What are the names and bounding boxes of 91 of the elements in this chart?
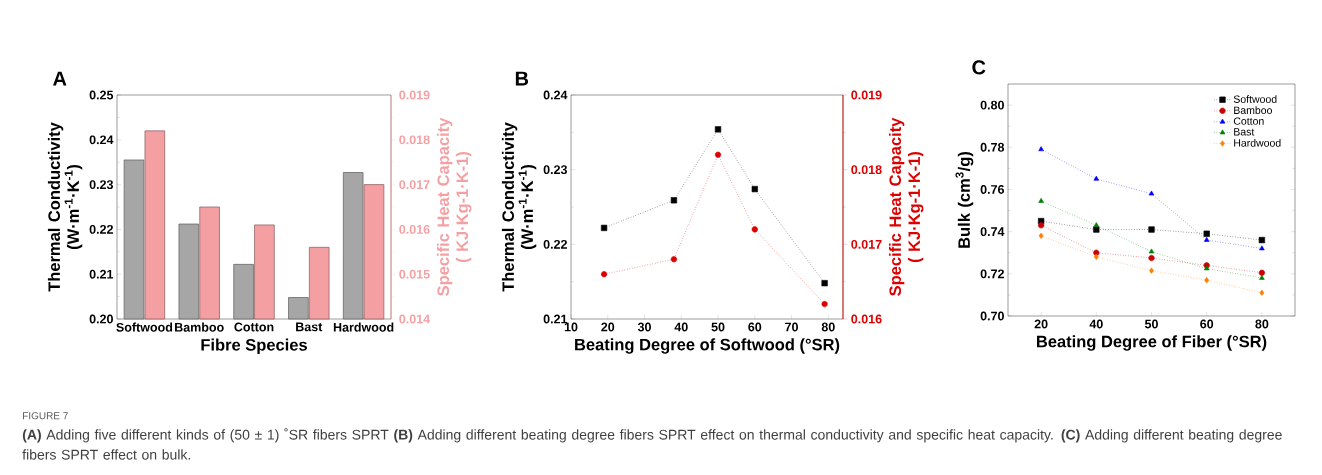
point: [1203, 230, 1210, 237]
chart-title: A: [53, 71, 67, 86]
point: [821, 300, 828, 308]
point: [1038, 222, 1045, 229]
point: [1148, 226, 1155, 233]
point: [751, 226, 758, 233]
point: [714, 151, 722, 158]
y-tick-label: 0.24: [89, 135, 114, 145]
point: [1038, 146, 1044, 152]
point: [1149, 267, 1154, 274]
y2-axis-title: Specific Heat Capacity ( KJ·Kg-1·K-1): [888, 117, 924, 296]
point: [821, 280, 828, 287]
y-tick-label: 0.72: [980, 269, 1004, 279]
point: [1038, 197, 1044, 203]
y-tick-label: 0.23: [543, 165, 568, 175]
point: [751, 185, 758, 193]
y-tick-label: 0.80: [980, 100, 1004, 110]
point: [1148, 190, 1155, 196]
y-tick-label: 0.70: [980, 311, 1004, 321]
y-tick-label: 0.76: [980, 185, 1005, 194]
point: [1259, 289, 1265, 296]
legend-label: Bast: [1234, 128, 1255, 136]
point: [1259, 245, 1265, 251]
y-tick-label: 0.22: [89, 224, 113, 234]
y-tick-label: 0.22: [543, 239, 567, 249]
x-tick-label: 30: [637, 322, 651, 332]
x-tick-label: Cotton: [234, 322, 274, 332]
x-tick-label: 20: [601, 322, 615, 332]
x-axis-title: Beating Degree of Fiber (°SR): [1037, 335, 1267, 351]
point: [1258, 269, 1265, 276]
x-axis-title: Fibre Species: [201, 338, 307, 354]
point: [1093, 222, 1100, 228]
legend-label: Softwood: [1233, 95, 1277, 103]
y-tick-label: 0.21: [89, 269, 114, 279]
x-axis-title: Beating Degree of Softwood (°SR): [575, 338, 840, 354]
x-tick-label: 40: [1089, 319, 1103, 329]
y2-tick-label: 0.016: [851, 314, 882, 324]
x-tick-label: 40: [674, 322, 688, 332]
legend-label: Hardwood: [1234, 138, 1281, 147]
y2-tick-label: 0.017: [399, 180, 430, 190]
point: [1203, 236, 1210, 242]
point: [600, 224, 608, 232]
x-tick-label: 10: [564, 322, 578, 332]
x-tick-label: 50: [1144, 319, 1158, 329]
x-tick-label: Softwood: [116, 322, 173, 332]
y2-tick-label: 0.018: [851, 165, 882, 175]
point: [1093, 175, 1100, 181]
y-tick-label: 0.23: [89, 180, 114, 190]
y2-tick-label: 0.019: [851, 90, 882, 100]
y-tick-label: 0.24: [543, 90, 568, 100]
y2-tick-label: 0.019: [399, 90, 430, 100]
y-tick-label: 0.21: [543, 314, 568, 324]
x-tick-label: Bast: [296, 322, 323, 332]
y-tick-label: 0.74: [980, 227, 1005, 237]
y-tick-label: 0.25: [89, 90, 114, 100]
point: [670, 256, 678, 263]
chart-title: B: [515, 71, 529, 86]
x-tick-label: 80: [1255, 319, 1269, 329]
y-axis-title: Bulk (cm$^{3}$/g): [955, 151, 974, 248]
x-tick-label: 60: [748, 322, 762, 332]
y2-tick-label: 0.015: [399, 269, 430, 279]
x-tick-label: Hardwood: [333, 322, 394, 332]
x-tick-label: 70: [785, 322, 798, 332]
point: [1204, 277, 1210, 284]
x-tick-label: 80: [821, 322, 835, 332]
point: [1038, 232, 1044, 239]
point: [1093, 226, 1100, 233]
point: [714, 126, 722, 133]
y2-tick-label: 0.016: [399, 224, 430, 234]
y2-tick-label: 0.018: [399, 135, 430, 145]
x-tick-label: 20: [1034, 319, 1048, 329]
legend-label: Cotton: [1233, 117, 1264, 125]
y-tick-label: 0.78: [980, 142, 1005, 152]
point: [1093, 253, 1099, 261]
point: [1148, 248, 1155, 254]
point: [1148, 254, 1155, 262]
y-tick-label: 0.20: [89, 314, 113, 324]
x-tick-label: 50: [711, 322, 725, 332]
point: [670, 197, 678, 204]
point: [1259, 274, 1265, 280]
y2-axis-title: Specific Heat Capacity ( KJ·Kg-1·K-1): [436, 117, 472, 296]
legend-label: Bamboo: [1234, 106, 1272, 114]
chart-title: C: [972, 60, 986, 75]
x-tick-label: 60: [1200, 319, 1214, 329]
point: [1258, 236, 1265, 244]
point: [600, 271, 608, 278]
caption: FIGURE 7: [23, 412, 68, 420]
text: (A) Adding five different kinds of (50 ± 1) ˚SR fibers SPRT (B) Adding different beating degree fibers SPRT effect on thermal conductivity and specific heat capacity. (C) Adding different beating degree fibers SPRT effect on bulk.: [22, 428, 1282, 460]
y2-tick-label: 0.014: [399, 314, 431, 324]
x-tick-label: Bamboo: [175, 322, 224, 332]
y2-tick-label: 0.017: [851, 239, 882, 249]
